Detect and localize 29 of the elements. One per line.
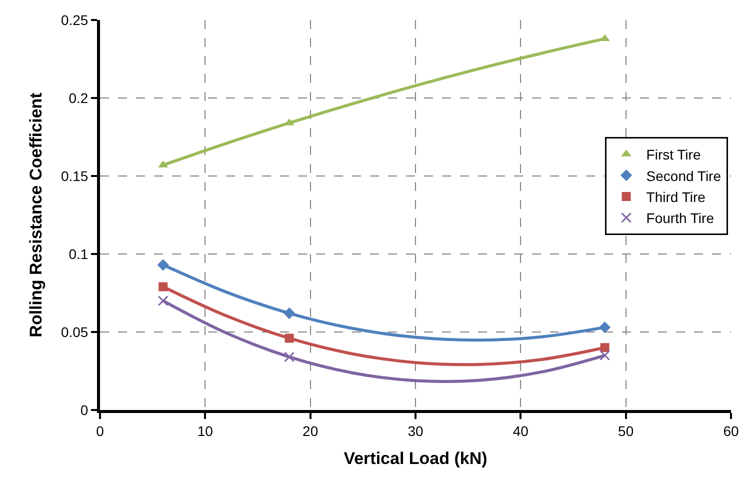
point	[283, 307, 296, 320]
point	[158, 296, 168, 306]
point	[284, 352, 295, 362]
x-tick-label: 40	[512, 422, 529, 439]
legend-label: Second Tire	[646, 168, 722, 184]
point	[600, 350, 610, 361]
x-tick-label: 50	[618, 422, 634, 439]
y-tick-label: 0	[80, 402, 88, 418]
x-tick-label: 30	[408, 422, 424, 439]
x-axis-title: Vertical Load (kN)	[344, 449, 488, 468]
y-tick-label: 0.1	[68, 246, 88, 262]
point	[598, 321, 611, 334]
y-tick-label: 0.05	[60, 324, 88, 340]
x-tick-label: 10	[197, 422, 214, 439]
y-tick-label: 0.2	[68, 90, 88, 106]
point	[158, 282, 168, 292]
point	[157, 259, 169, 271]
y-tick-label: 0.25	[60, 12, 88, 28]
x-tick-label: 20	[302, 422, 318, 439]
legend-label: First Tire	[646, 146, 701, 163]
point	[284, 334, 294, 343]
legend-label: Fourth Tire	[646, 210, 714, 226]
y-tick-label: 0.15	[60, 168, 88, 184]
line-series	[162, 299, 606, 384]
legend-label: Third Tire	[646, 188, 706, 205]
x-tick-label: 0	[96, 422, 104, 439]
x-tick-label: 60	[723, 422, 739, 439]
y-axis-title: Rolling Resistance Coefficient	[26, 92, 46, 338]
point	[600, 343, 610, 352]
